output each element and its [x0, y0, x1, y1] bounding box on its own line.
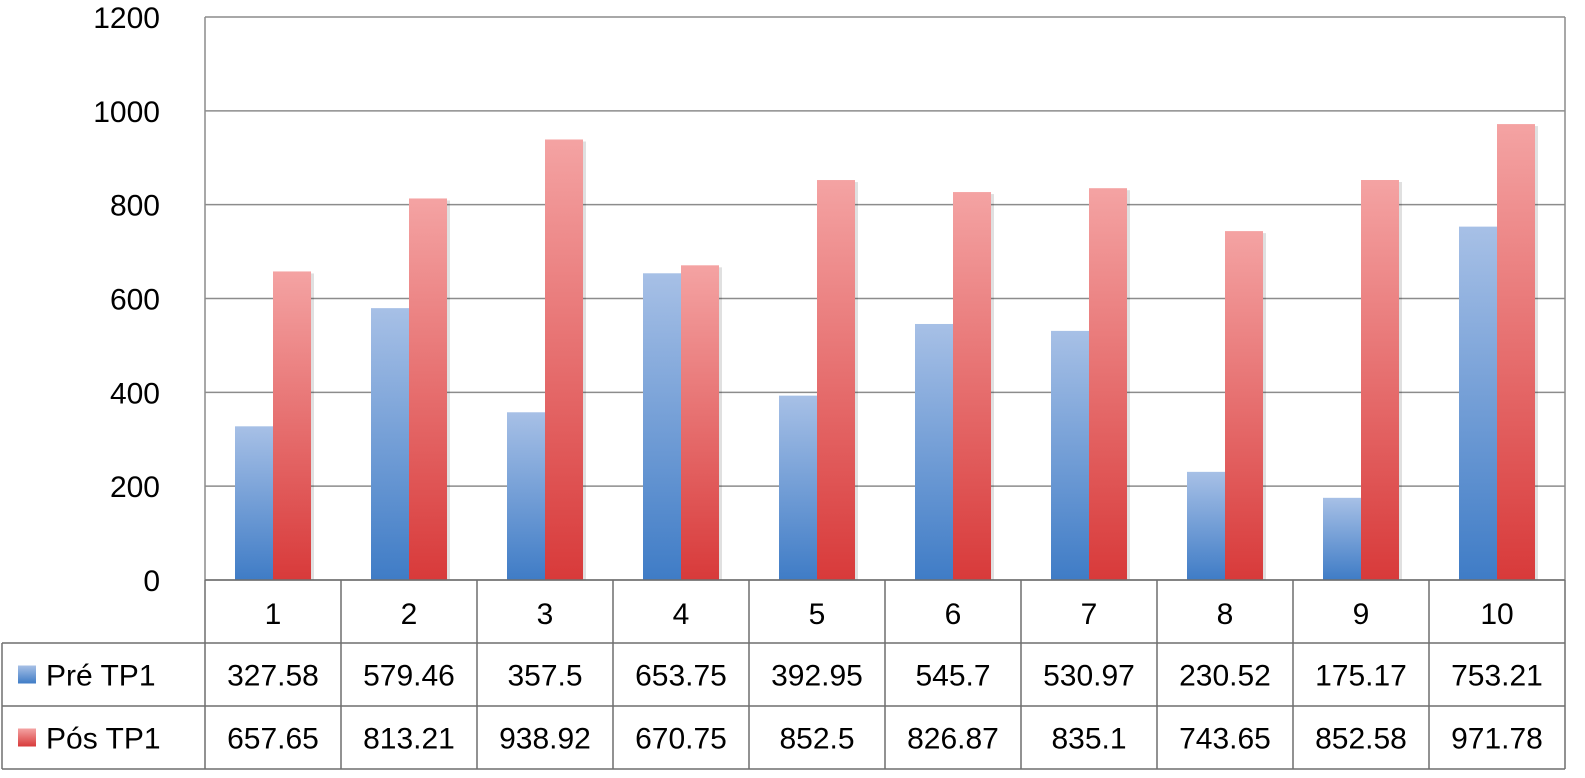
y-axis-ticks: 0 200 400 600 800 1000 1200	[93, 2, 160, 598]
table-value: 971.78	[1451, 723, 1543, 756]
table-value: 670.75	[635, 723, 727, 756]
x-category-label: 9	[1353, 598, 1370, 631]
bar-pre-tp1-5	[779, 395, 817, 580]
table-value: 327.58	[227, 660, 319, 693]
x-category-label: 10	[1480, 598, 1513, 631]
bar-pos-tp1-9	[1361, 179, 1399, 581]
bar-pre-tp1-9	[1323, 497, 1361, 580]
table-value: 743.65	[1179, 723, 1271, 756]
bar-pre-tp1-1	[235, 426, 273, 580]
x-category-label: 5	[809, 598, 826, 631]
table-value: 835.1	[1051, 723, 1126, 756]
table-value: 657.65	[227, 723, 319, 756]
bar-pos-tp1-7	[1089, 188, 1127, 580]
x-category-label: 7	[1081, 598, 1098, 631]
table-value: 579.46	[363, 660, 455, 693]
x-category-label: 8	[1217, 598, 1234, 631]
bar-pre-tp1-4	[643, 273, 681, 580]
bar-pos-tp1-5	[817, 180, 855, 581]
table-value: 938.92	[499, 723, 591, 756]
table-value: 545.7	[915, 660, 990, 693]
table-value: 653.75	[635, 660, 727, 693]
bar-pre-tp1-6	[915, 323, 953, 580]
table-value: 852.58	[1315, 723, 1407, 756]
table-value: 852.5	[779, 723, 854, 756]
y-tick-label: 1200	[93, 2, 160, 35]
legend-key	[18, 728, 36, 747]
x-category-label: 6	[945, 598, 962, 631]
table-value: 826.87	[907, 723, 999, 756]
bars	[235, 124, 1538, 581]
table-value: 530.97	[1043, 660, 1135, 693]
bar-pos-tp1-10	[1497, 124, 1535, 581]
legend-label: Pré TP1	[46, 660, 156, 693]
bar-pos-tp1-6	[953, 192, 991, 580]
y-tick-label: 800	[110, 190, 160, 223]
x-category-label: 1	[265, 598, 282, 631]
data-table: 1 2 3 4 5 6 7 8 9 10 Pré TP1 327.58 579.46 357.5 653.7…	[1, 579, 1566, 770]
bar-pos-tp1-4	[681, 265, 719, 580]
y-tick-label: 600	[110, 284, 160, 317]
y-tick-label: 0	[143, 565, 160, 598]
bar-pre-tp1-2	[371, 308, 409, 580]
bar-pos-tp1-8	[1225, 231, 1263, 581]
bar-pre-tp1-7	[1051, 330, 1089, 580]
x-category-label: 4	[673, 598, 690, 631]
table-value: 175.17	[1315, 660, 1407, 693]
table-value: 357.5	[507, 660, 582, 693]
table-value: 753.21	[1451, 660, 1543, 693]
y-tick-label: 400	[110, 377, 160, 410]
bar-pre-tp1-3	[507, 412, 545, 580]
table-value: 392.95	[771, 660, 863, 693]
table-value: 813.21	[363, 723, 455, 756]
legend-label: Pós TP1	[46, 723, 161, 756]
bar-pos-tp1-2	[409, 198, 447, 580]
x-category-label: 2	[401, 598, 418, 631]
bar-pos-tp1-1	[273, 271, 311, 580]
y-tick-label: 200	[110, 471, 160, 504]
legend-key	[18, 665, 36, 684]
table-value: 230.52	[1179, 660, 1271, 693]
bar-pre-tp1-10	[1459, 226, 1497, 581]
bar-pre-tp1-8	[1187, 471, 1225, 580]
bar-pos-tp1-3	[545, 139, 583, 580]
x-category-label: 3	[537, 598, 554, 631]
y-tick-label: 1000	[93, 96, 160, 129]
